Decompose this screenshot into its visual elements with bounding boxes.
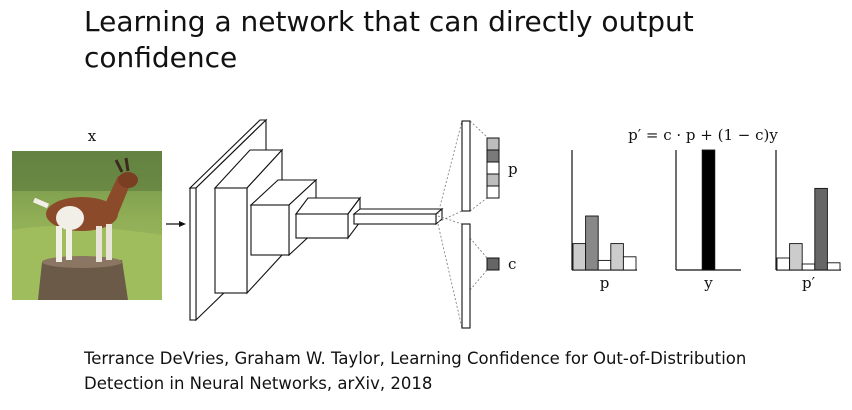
cnn-layer-4 [294, 196, 362, 240]
confidence-label: c [508, 255, 516, 273]
chart-x-label: p [600, 274, 610, 292]
interpolation-formula: p′ = c · p + (1 − c)y [628, 126, 778, 144]
fc-layer [352, 207, 444, 226]
confidence-unit [486, 257, 500, 271]
bar [572, 243, 587, 271]
prediction-distribution-chart: p [571, 150, 637, 292]
bar [776, 257, 791, 271]
target-distribution-chart: y [675, 149, 741, 292]
input-label: x [88, 127, 97, 145]
bar [622, 256, 637, 271]
confidence-branch-layer [461, 223, 471, 329]
bar [789, 243, 803, 271]
fanout-lines [437, 120, 488, 329]
citation: Terrance DeVries, Graham W. Taylor, Lear… [84, 349, 747, 393]
chart-x-label: y [703, 274, 713, 292]
interpolated-distribution-chart: p′ [775, 150, 841, 292]
prediction-vector [486, 137, 500, 199]
prediction-branch-layer [461, 120, 471, 212]
bar [826, 262, 841, 271]
slide-title: Learning a network that can directly out… [84, 5, 694, 74]
bar [814, 187, 828, 271]
bar [610, 243, 624, 271]
bar [801, 263, 816, 271]
chart-x-label: p′ [802, 274, 816, 292]
bar [701, 149, 716, 271]
prediction-label: p [508, 160, 518, 178]
bar [597, 259, 612, 271]
goat-photo [12, 151, 162, 300]
bar [585, 215, 599, 271]
input-arrow [166, 221, 186, 227]
